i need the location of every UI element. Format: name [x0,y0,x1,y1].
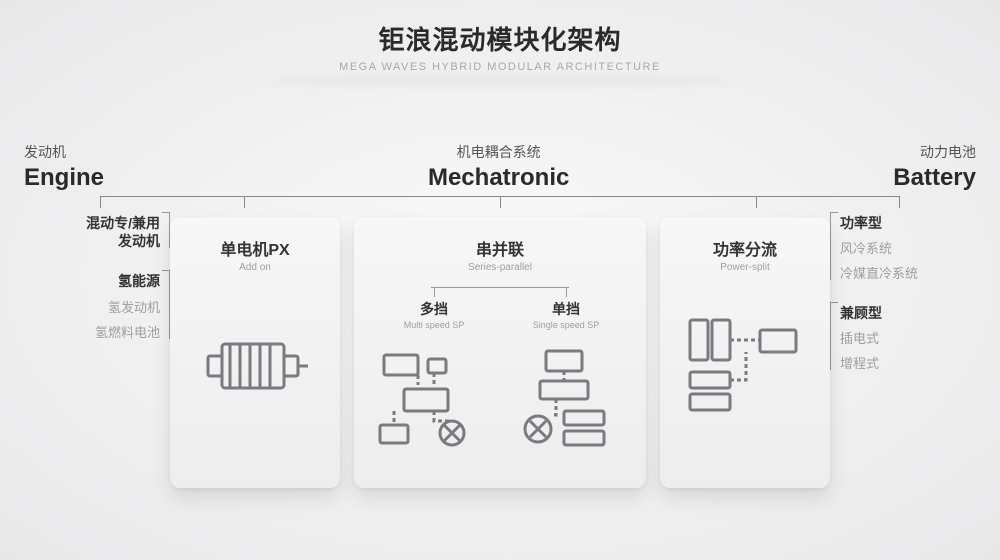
card-title: 串并联 [368,236,632,260]
battery-group: 兼顾型 插电式 增程式 [840,300,980,372]
sub-subtitle: Multi speed SP [368,320,500,330]
battery-list: 功率型 风冷系统 冷媒直冷系统 兼顾型 插电式 增程式 [840,210,980,390]
engine-group-title: 氢能源 [20,272,160,290]
sub-title: 单挡 [500,299,632,319]
card-title: 单电机PX [184,236,326,260]
card-title: 功率分流 [674,236,816,260]
engine-group-item: 氢燃料电池 [20,322,160,341]
title-en: MEGA WAVES HYBRID MODULAR ARCHITECTURE [0,61,1000,73]
connector-bar [100,196,900,208]
engine-list: 混动专/兼用 发动机 氢能源 氢发动机 氢燃料电池 [20,210,160,359]
engine-group-title: 混动专/兼用 发动机 [20,214,160,250]
column-labels: 发动机 Engine 机电耦合系统 Mechatronic 动力电池 Batte… [0,142,1000,192]
battery-group-title: 兼顾型 [840,304,980,322]
label-battery: 动力电池 Battery [893,142,976,192]
battery-group-item: 增程式 [840,353,980,372]
engine-group: 混动专/兼用 发动机 [20,210,160,250]
sub-subtitle: Single speed SP [500,320,632,330]
label-mechatronic: 机电耦合系统 Mechatronic [104,142,893,192]
label-engine: 发动机 Engine [24,142,104,192]
battery-group: 功率型 风冷系统 冷媒直冷系统 [840,210,980,282]
engine-group-item: 氢发动机 [20,297,160,316]
single-speed-icon [500,340,632,460]
card-powersplit: 功率分流 Power-split [660,218,830,488]
card-subtitle: Add on [184,262,326,273]
card-subtitle: Power-split [674,262,816,273]
battery-group-title: 功率型 [840,214,980,232]
motor-icon [184,291,326,441]
sub-single: 单挡 Single speed SP [500,299,632,460]
mechatronic-cards: 单电机PX Add on 串并联 Series-parallel [170,218,830,488]
multi-speed-icon [368,340,500,460]
card-px: 单电机PX Add on [170,218,340,488]
engine-group: 氢能源 氢发动机 氢燃料电池 [20,268,160,340]
title-cn: 钜浪混动模块化架构 [0,20,1000,57]
card-series-parallel: 串并联 Series-parallel 多挡 Multi speed SP [354,218,646,488]
battery-group-item: 风冷系统 [840,238,980,257]
sub-multi: 多挡 Multi speed SP [368,299,500,460]
powersplit-icon [674,291,816,441]
card-subtitle: Series-parallel [368,262,632,273]
sub-title: 多挡 [368,299,500,319]
battery-group-item: 插电式 [840,328,980,347]
header: 钜浪混动模块化架构 MEGA WAVES HYBRID MODULAR ARCH… [0,0,1000,97]
battery-group-item: 冷媒直冷系统 [840,263,980,282]
